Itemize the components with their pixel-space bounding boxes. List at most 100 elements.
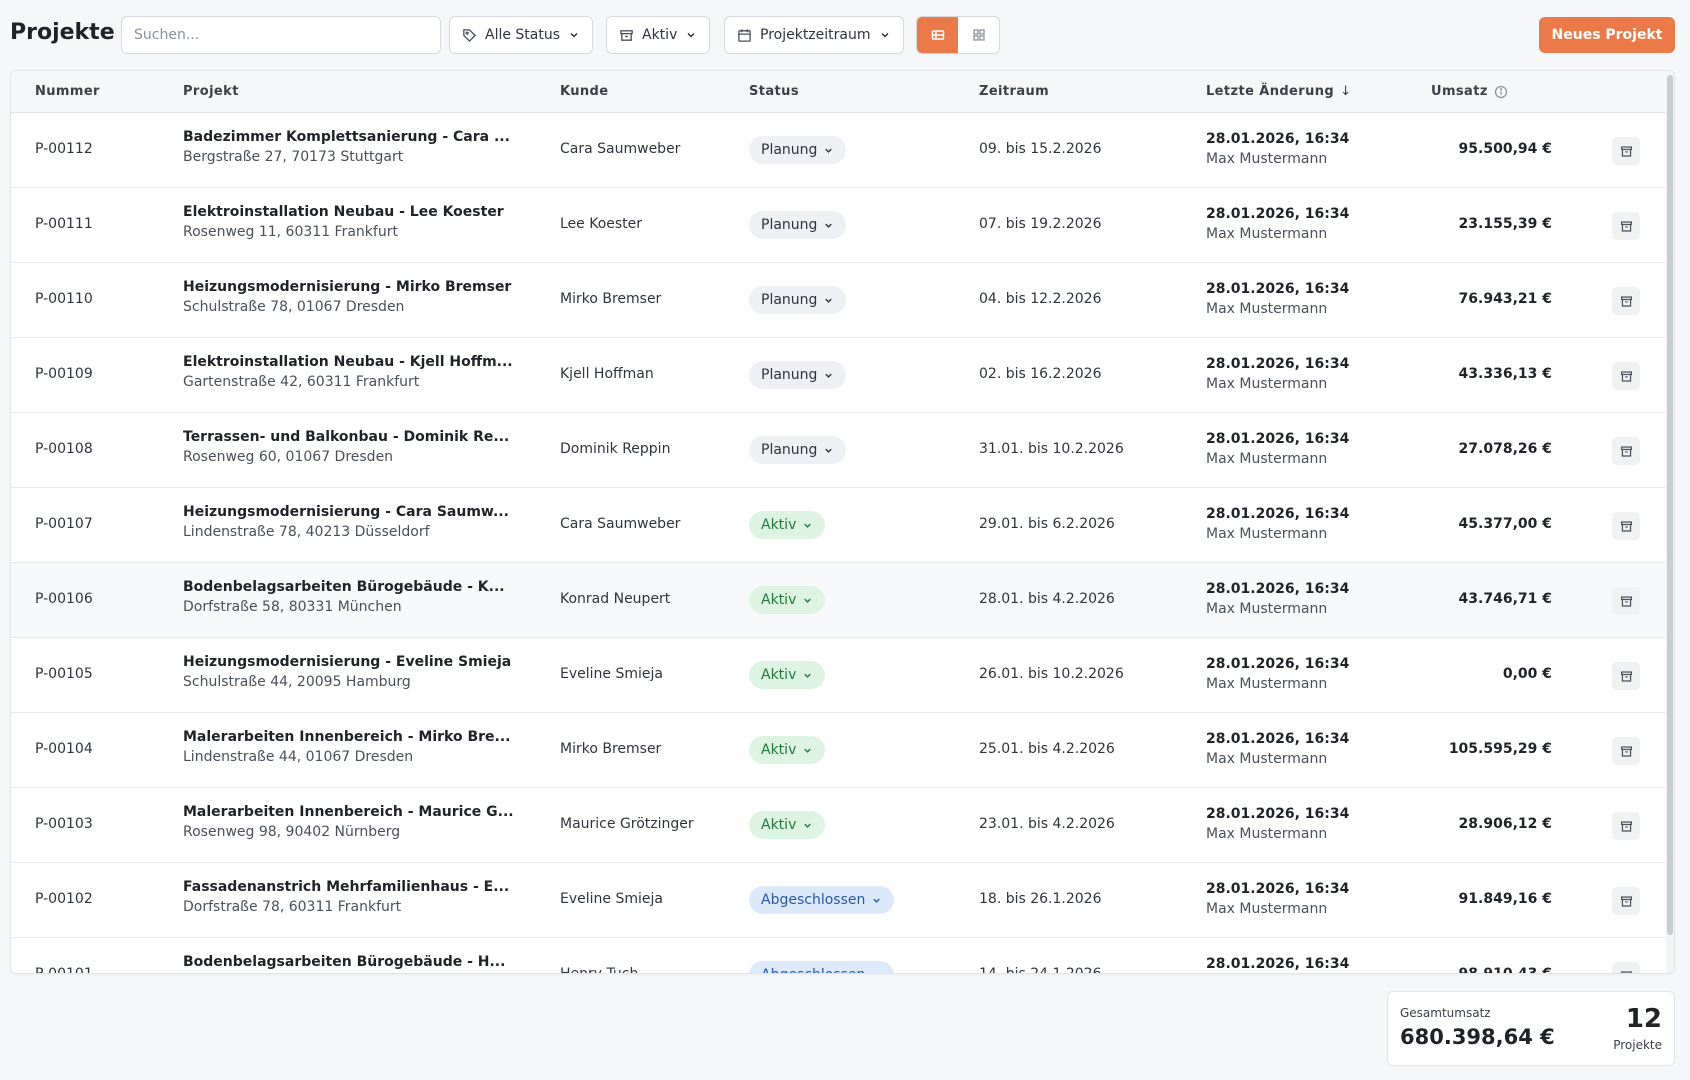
status-badge-dropdown[interactable]: Aktiv bbox=[749, 661, 826, 689]
project-title[interactable]: Terrassen- und Balkonbau - Dominik Re... bbox=[183, 429, 510, 445]
column-header-projekt[interactable]: Projekt bbox=[183, 84, 239, 99]
last-change-user: Max Mustermann bbox=[1206, 901, 1328, 917]
table-row[interactable]: P-00103 Malerarbeiten Innenbereich - Maur… bbox=[11, 788, 1666, 863]
customer-name: Henry Tuch bbox=[560, 966, 639, 974]
status-cell: Planung bbox=[749, 436, 847, 464]
last-change-cell: 28.01.2026, 16:34 Max Mustermann bbox=[1206, 356, 1349, 392]
column-header-kunde[interactable]: Kunde bbox=[560, 84, 608, 99]
last-change-user: Max Mustermann bbox=[1206, 826, 1328, 842]
column-header-letzte-aenderung[interactable]: Letzte Änderung ↓ bbox=[1206, 84, 1351, 99]
project-revenue: 27.078,26 € bbox=[1458, 441, 1552, 457]
project-title[interactable]: Elektroinstallation Neubau - Kjell Hoffm… bbox=[183, 354, 513, 370]
archive-button[interactable] bbox=[1612, 512, 1640, 540]
status-badge-dropdown[interactable]: Planung bbox=[749, 286, 847, 314]
table-row[interactable]: P-00106 Bodenbelagsarbeiten Bürogebäude -… bbox=[11, 563, 1666, 638]
list-view-button[interactable] bbox=[917, 17, 958, 53]
period-filter-dropdown[interactable]: Projektzeitraum bbox=[724, 16, 904, 54]
archive-icon bbox=[1620, 895, 1632, 907]
archive-button[interactable] bbox=[1612, 587, 1640, 615]
project-title[interactable]: Bodenbelagsarbeiten Bürogebäude - H... bbox=[183, 954, 506, 970]
archive-button[interactable] bbox=[1612, 962, 1640, 973]
project-title[interactable]: Badezimmer Komplettsanierung - Cara ... bbox=[183, 129, 510, 145]
status-badge-dropdown[interactable]: Planung bbox=[749, 361, 847, 389]
last-change-user: Max Mustermann bbox=[1206, 601, 1328, 617]
archive-button[interactable] bbox=[1612, 812, 1640, 840]
project-title[interactable]: Bodenbelagsarbeiten Bürogebäude - K... bbox=[183, 579, 505, 595]
status-badge-label: Aktiv bbox=[761, 592, 797, 608]
last-change-date: 28.01.2026, 16:34 bbox=[1206, 356, 1350, 372]
status-badge-dropdown[interactable]: Planung bbox=[749, 436, 847, 464]
project-period: 25.01. bis 4.2.2026 bbox=[979, 741, 1115, 757]
status-filter-dropdown[interactable]: Alle Status bbox=[449, 16, 594, 54]
project-address: Rosenweg 98, 90402 Nürnberg bbox=[183, 824, 401, 840]
project-title[interactable]: Heizungsmodernisierung - Eveline Smieja bbox=[183, 654, 512, 670]
table-row[interactable]: P-00110 Heizungsmodernisierung - Mirko Br… bbox=[11, 263, 1666, 338]
project-number: P-00111 bbox=[35, 216, 93, 232]
archive-button[interactable] bbox=[1612, 737, 1640, 765]
active-filter-dropdown[interactable]: Aktiv bbox=[606, 16, 711, 54]
project-title[interactable]: Heizungsmodernisierung - Cara Saumw... bbox=[183, 504, 509, 520]
archive-button[interactable] bbox=[1612, 662, 1640, 690]
status-badge-dropdown[interactable]: Planung bbox=[749, 136, 847, 164]
column-header-umsatz[interactable]: Umsatz bbox=[1431, 84, 1508, 99]
status-badge-dropdown[interactable]: Abgeschlossen bbox=[749, 886, 895, 914]
table-row[interactable]: P-00111 Elektroinstallation Neubau - Lee … bbox=[11, 188, 1666, 263]
column-header-status[interactable]: Status bbox=[749, 84, 799, 99]
table-row[interactable]: P-00102 Fassadenanstrich Mehrfamilienhaus… bbox=[11, 863, 1666, 938]
archive-button[interactable] bbox=[1612, 887, 1640, 915]
table-body: P-00112 Badezimmer Komplettsanierung - Ca… bbox=[11, 113, 1666, 975]
project-period: 07. bis 19.2.2026 bbox=[979, 216, 1102, 232]
status-badge-label: Aktiv bbox=[761, 667, 797, 683]
table-row[interactable]: P-00105 Heizungsmodernisierung - Eveline … bbox=[11, 638, 1666, 713]
chevron-down-icon bbox=[880, 32, 889, 38]
status-badge-dropdown[interactable]: Aktiv bbox=[749, 736, 826, 764]
archive-icon bbox=[1620, 745, 1632, 757]
info-icon[interactable] bbox=[1494, 85, 1508, 99]
project-title[interactable]: Elektroinstallation Neubau - Lee Koester bbox=[183, 204, 504, 220]
table-row[interactable]: P-00107 Heizungsmodernisierung - Cara Sau… bbox=[11, 488, 1666, 563]
project-cell: Terrassen- und Balkonbau - Dominik Re...… bbox=[183, 429, 523, 465]
last-change-date: 28.01.2026, 16:34 bbox=[1206, 731, 1350, 747]
last-change-date: 28.01.2026, 16:34 bbox=[1206, 656, 1350, 672]
grid-view-button[interactable] bbox=[958, 17, 999, 53]
table-scrollbar[interactable] bbox=[1666, 71, 1674, 973]
status-badge-dropdown[interactable]: Aktiv bbox=[749, 586, 826, 614]
status-badge-dropdown[interactable]: Aktiv bbox=[749, 511, 826, 539]
project-title[interactable]: Fassadenanstrich Mehrfamilienhaus - E... bbox=[183, 879, 510, 895]
customer-name: Cara Saumweber bbox=[560, 516, 681, 532]
table-row[interactable]: P-00112 Badezimmer Komplettsanierung - Ca… bbox=[11, 113, 1666, 188]
chevron-down-icon bbox=[825, 448, 833, 453]
archive-button[interactable] bbox=[1612, 287, 1640, 315]
archive-button[interactable] bbox=[1612, 437, 1640, 465]
column-header-label: Projekt bbox=[183, 84, 239, 99]
project-cell: Heizungsmodernisierung - Eveline Smieja S… bbox=[183, 654, 523, 690]
table-row[interactable]: P-00104 Malerarbeiten Innenbereich - Mirk… bbox=[11, 713, 1666, 788]
chevron-down-icon bbox=[871, 970, 882, 975]
project-title[interactable]: Heizungsmodernisierung - Mirko Bremser bbox=[183, 279, 512, 295]
status-badge-label: Planung bbox=[761, 217, 818, 233]
scrollbar-thumb[interactable] bbox=[1667, 75, 1673, 935]
project-revenue: 43.746,71 € bbox=[1458, 591, 1552, 607]
project-title[interactable]: Malerarbeiten Innenbereich - Maurice G..… bbox=[183, 804, 514, 820]
archive-button[interactable] bbox=[1612, 212, 1640, 240]
archive-button[interactable] bbox=[1612, 362, 1640, 390]
status-badge-dropdown[interactable]: Abgeschlossen bbox=[749, 961, 895, 975]
new-project-button[interactable]: Neues Projekt bbox=[1539, 17, 1675, 53]
table-row[interactable]: P-00108 Terrassen- und Balkonbau - Domini… bbox=[11, 413, 1666, 488]
table-header: Nummer Projekt Kunde Status Zeitraum Let… bbox=[11, 71, 1674, 113]
last-change-cell: 28.01.2026, 16:34 bbox=[1206, 956, 1349, 973]
archive-button[interactable] bbox=[1612, 137, 1640, 165]
project-period: 04. bis 12.2.2026 bbox=[979, 291, 1102, 307]
project-title[interactable]: Malerarbeiten Innenbereich - Mirko Bre..… bbox=[183, 729, 511, 745]
column-header-label: Zeitraum bbox=[979, 84, 1050, 99]
column-header-zeitraum[interactable]: Zeitraum bbox=[979, 84, 1049, 99]
status-badge-dropdown[interactable]: Planung bbox=[749, 211, 847, 239]
search-input[interactable] bbox=[121, 16, 441, 54]
project-cell: Elektroinstallation Neubau - Kjell Hoffm… bbox=[183, 354, 523, 390]
project-cell: Bodenbelagsarbeiten Bürogebäude - H... bbox=[183, 954, 523, 973]
table-row[interactable]: P-00109 Elektroinstallation Neubau - Kjel… bbox=[11, 338, 1666, 413]
status-badge-dropdown[interactable]: Aktiv bbox=[749, 811, 826, 839]
column-header-nummer[interactable]: Nummer bbox=[35, 84, 100, 99]
table-row[interactable]: P-00101 Bodenbelagsarbeiten Bürogebäude -… bbox=[11, 938, 1666, 975]
toolbar: Projekte Alle Status Aktiv Projektzeitra… bbox=[0, 0, 1690, 70]
